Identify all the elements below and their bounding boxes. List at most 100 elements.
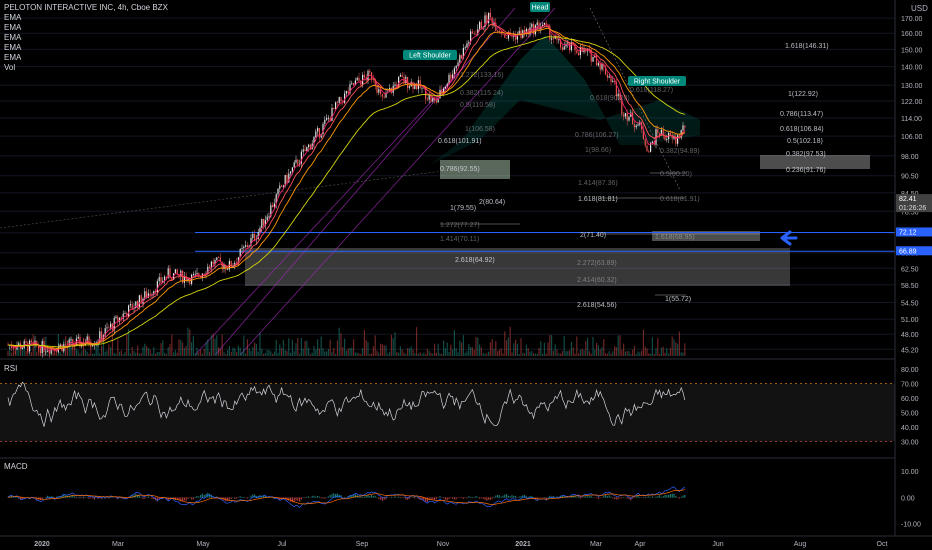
indicator-legend[interactable]: PELOTON INTERACTIVE INC, 4h, Cboe BZX EM…	[4, 3, 168, 73]
fib-label: 1.272(77.27)	[440, 222, 480, 229]
candle-body	[149, 293, 151, 295]
macd-hist-bar	[291, 497, 293, 503]
candle-body	[576, 50, 578, 54]
legend-ema-2[interactable]: EMA	[4, 23, 22, 32]
volume-bar	[592, 336, 594, 356]
candle-body	[464, 47, 466, 49]
macd-hist-bar	[434, 497, 436, 501]
macd-hist-bar	[648, 496, 650, 498]
time-tick-label: Oct	[877, 541, 888, 548]
rsi-tick-label: 60.00	[901, 396, 919, 403]
legend-vol[interactable]: Vol	[4, 63, 16, 72]
volume-bar	[534, 353, 536, 356]
candle-body	[408, 86, 410, 88]
volume-bar	[183, 347, 185, 356]
rsi-tick-label: 80.00	[901, 367, 919, 374]
candle-body	[421, 87, 423, 89]
time-axis[interactable]: 2020 Mar May Jul Sep Nov 2021 Mar Apr Jun Aug Oct	[34, 541, 887, 548]
candle-body	[282, 185, 284, 187]
volume-bar	[583, 350, 585, 356]
macd-hist-bar	[320, 497, 322, 499]
candle-body	[646, 145, 648, 152]
macd-hist-bar	[412, 496, 414, 498]
legend-ema-4[interactable]: EMA	[4, 43, 22, 52]
volume-bar	[36, 351, 38, 356]
macd-label[interactable]: MACD	[4, 462, 28, 471]
volume-bar	[147, 347, 149, 356]
macd-hist-bar	[603, 495, 605, 498]
candle-body	[381, 93, 383, 97]
macd-hist-bar	[579, 497, 581, 499]
volume-bar	[536, 353, 538, 356]
volume-bar	[351, 347, 353, 356]
macd-hist-bar	[63, 494, 65, 498]
macd-hist-bar	[48, 496, 50, 498]
legend-ema-3[interactable]: EMA	[4, 33, 22, 42]
volume-bar	[335, 353, 337, 356]
candle-body	[644, 139, 646, 146]
candle-body	[223, 265, 225, 270]
candle-body	[497, 30, 499, 32]
volume-bar	[227, 349, 229, 356]
candle-body	[284, 174, 286, 186]
candle-body	[662, 129, 664, 136]
price-axis[interactable]: 170.00 160.00 150.00 140.00 130.00 122.00 114.…	[901, 16, 923, 354]
legend-ema-5[interactable]: EMA	[4, 53, 22, 62]
macd-hist-bar	[140, 496, 142, 498]
volume-bar	[662, 346, 664, 356]
candle-body	[70, 339, 72, 340]
macd-hist-bar	[45, 497, 47, 498]
volume-bar	[257, 351, 259, 356]
candle-body	[106, 327, 108, 329]
macd-hist-bar	[450, 497, 452, 499]
candle-body	[59, 344, 61, 348]
macd-hist-bar	[158, 497, 160, 500]
macd-hist-bar	[7, 496, 9, 498]
volume-bar	[353, 339, 355, 356]
volume-bar	[657, 338, 659, 356]
candle-body	[396, 84, 398, 87]
volume-bar	[234, 348, 236, 356]
price-tag-box	[896, 246, 932, 256]
macd-hist-bar	[457, 497, 459, 498]
volume-bar	[119, 351, 121, 356]
candle-body	[45, 351, 47, 353]
candle-body	[174, 269, 176, 274]
volume-bar	[273, 351, 275, 356]
legend-ema-1[interactable]: EMA	[4, 13, 22, 22]
macd-hist-bar	[563, 495, 565, 498]
symbol-title[interactable]: PELOTON INTERACTIVE INC, 4h, Cboe BZX	[4, 3, 168, 12]
volume-bar	[9, 346, 11, 356]
macd-hist-bar	[471, 497, 473, 498]
volume-bar	[655, 348, 657, 356]
candle-body	[291, 167, 293, 172]
macd-hist-bar	[131, 495, 133, 498]
candle-body	[398, 76, 400, 87]
candle-body	[88, 336, 90, 345]
volume-bar	[182, 342, 184, 356]
candle-body	[126, 313, 128, 317]
macd-hist-bar	[585, 496, 587, 498]
volume-bar	[111, 333, 113, 356]
volume-bar	[399, 346, 401, 356]
trend-line	[0, 169, 451, 229]
volume-bar	[677, 343, 679, 356]
volume-bar	[605, 353, 607, 356]
candle-body	[525, 28, 527, 34]
volume-bar	[293, 351, 295, 356]
volume-bar	[277, 352, 279, 356]
volume-bar	[590, 353, 592, 356]
rsi-label[interactable]: RSI	[4, 364, 18, 373]
candle-body	[156, 281, 158, 293]
volume-bar	[567, 351, 569, 356]
macd-hist-bar	[626, 497, 628, 499]
macd-hist-bar	[182, 497, 184, 502]
volume-bar	[597, 345, 599, 356]
candle-body	[380, 89, 382, 94]
candle-body	[560, 39, 562, 48]
volume-bar	[47, 353, 49, 356]
candle-body	[322, 123, 324, 134]
macd-hist-bar	[302, 497, 304, 498]
macd-hist-bar	[380, 497, 382, 500]
